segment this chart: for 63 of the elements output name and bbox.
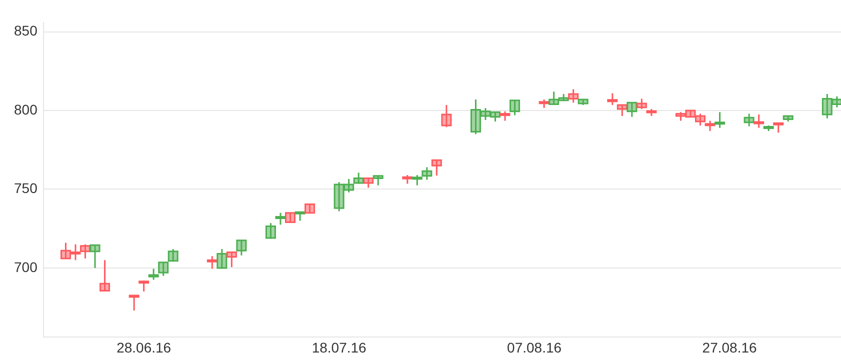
x-tick-label: 07.08.16	[507, 339, 562, 356]
candlestick	[744, 112, 754, 128]
candlestick	[100, 259, 110, 292]
candlestick	[285, 212, 296, 224]
candlestick	[372, 175, 384, 186]
candlestick	[344, 178, 354, 194]
candlestick	[538, 98, 550, 109]
candlestick	[70, 244, 81, 261]
y-tick-label: 800	[14, 101, 38, 118]
candlestick	[80, 244, 91, 260]
candlestick	[412, 174, 422, 186]
candlestick	[490, 111, 501, 122]
candlestick	[353, 172, 364, 184]
candlestick	[265, 222, 276, 240]
candlestick	[90, 244, 100, 269]
candlestick	[636, 98, 647, 110]
candlestick	[714, 111, 726, 129]
candlestick	[236, 240, 247, 256]
candlestick	[510, 100, 520, 116]
candlestick	[607, 92, 618, 106]
candlestick	[304, 203, 316, 214]
x-tick-label: 27.08.16	[702, 339, 758, 356]
candlestick	[334, 181, 344, 212]
candlestick	[675, 111, 686, 122]
candlestick	[832, 96, 841, 108]
candlestick	[568, 88, 579, 104]
x-tick-label: 18.07.16	[312, 339, 367, 356]
candlestick	[500, 110, 510, 122]
y-tick-label: 850	[14, 22, 38, 39]
candlestick	[626, 102, 638, 118]
candlestick	[695, 112, 706, 126]
candlestick	[646, 108, 657, 117]
candlestick	[782, 115, 794, 122]
candlestick	[138, 280, 150, 292]
candlestick	[704, 120, 716, 132]
candlestick	[206, 255, 218, 270]
candlestick	[548, 90, 560, 105]
candlestick	[216, 248, 228, 270]
candlestick	[754, 114, 764, 129]
candlestick	[578, 98, 588, 106]
candlestick	[60, 242, 71, 260]
candlestick	[441, 104, 452, 128]
candlestick	[363, 176, 374, 188]
candlestick	[148, 268, 159, 280]
candlestick	[480, 107, 491, 121]
candlestick	[470, 98, 481, 135]
candlestick	[226, 251, 237, 268]
x-tick-label: 28.06.16	[116, 339, 172, 356]
candlestick	[773, 122, 784, 134]
candlestick	[431, 159, 442, 176]
candlestick	[128, 294, 140, 312]
candlestick	[822, 93, 832, 120]
candlestick	[402, 174, 413, 184]
candlestick	[168, 248, 178, 262]
y-tick-label: 700	[14, 258, 38, 275]
y-tick-label: 750	[14, 180, 38, 196]
candlestick	[275, 212, 286, 226]
candlestick	[294, 211, 306, 222]
candlestick	[422, 166, 432, 181]
candlestick	[558, 93, 569, 102]
candlestick	[763, 124, 774, 132]
candlestick	[158, 262, 169, 277]
candlestick	[685, 110, 696, 118]
